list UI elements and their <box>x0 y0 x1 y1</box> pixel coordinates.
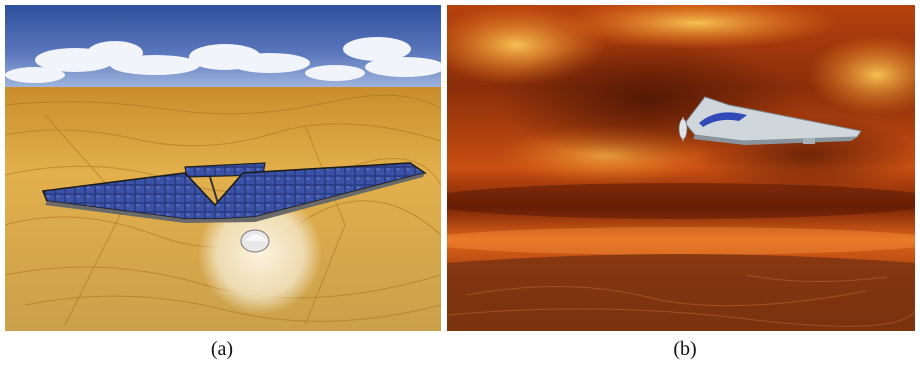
panel-b-image <box>447 5 915 331</box>
panel-a-caption: (a) <box>210 338 234 360</box>
solar-aircraft-desert-illustration <box>5 5 441 331</box>
panel-b-caption: (b) <box>673 338 697 360</box>
planet-surface <box>447 254 915 331</box>
solar-aircraft <box>41 162 427 253</box>
aircraft-in-clouds-illustration <box>447 5 915 331</box>
aircraft <box>678 96 862 145</box>
cloud-layer <box>5 37 441 83</box>
panel-a-image <box>5 5 441 331</box>
